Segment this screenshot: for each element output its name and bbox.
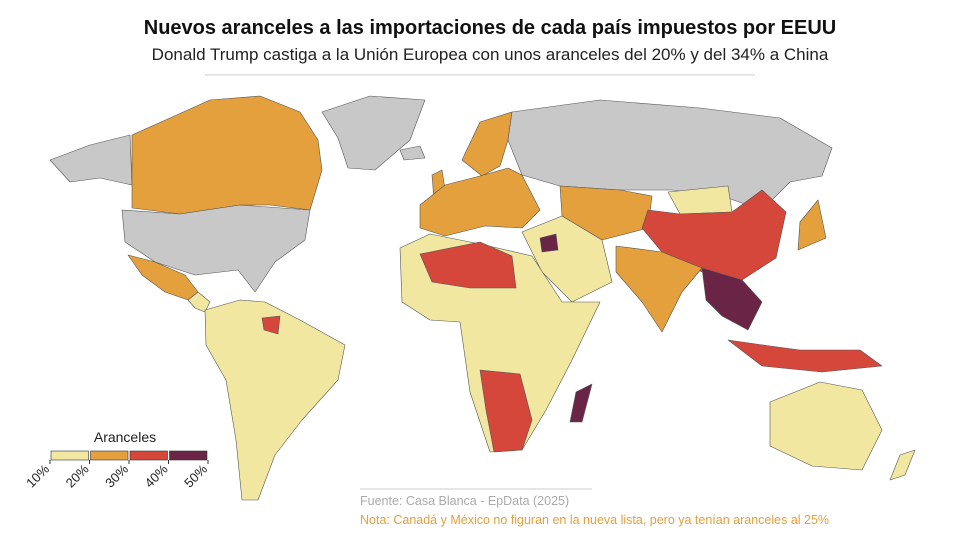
- legend: Aranceles 10% 20% 30% 40% 50%: [23, 429, 210, 491]
- syria: [539, 233, 559, 253]
- usa: [121, 204, 311, 293]
- madagascar: [569, 383, 593, 423]
- subtitle: Donald Trump castiga a la Unión Europea …: [152, 45, 829, 64]
- australia: [769, 381, 883, 471]
- guyana: [261, 315, 281, 335]
- world-map: [49, 95, 916, 501]
- china: [641, 189, 787, 281]
- legend-tick-label: 40%: [142, 461, 171, 490]
- legend-swatch: [169, 450, 208, 461]
- indonesia: [727, 339, 883, 373]
- legend-swatch: [129, 450, 168, 461]
- canada: [131, 95, 323, 215]
- india: [615, 245, 703, 333]
- legend-tick-label: 30%: [102, 461, 131, 490]
- southeast-asia: [701, 267, 763, 331]
- europe: [419, 167, 541, 237]
- north-africa: [419, 241, 517, 289]
- alaska: [49, 134, 133, 186]
- legend-title: Aranceles: [94, 429, 156, 445]
- southern-africa: [479, 369, 533, 453]
- greenland: [321, 95, 426, 171]
- new-zealand: [889, 449, 916, 481]
- japan: [797, 199, 827, 251]
- source: Fuente: Casa Blanca - EpData (2025): [360, 494, 569, 508]
- legend-swatch: [90, 450, 129, 461]
- africa: [399, 233, 601, 453]
- legend-swatch: [50, 450, 89, 461]
- south-america: [204, 299, 346, 501]
- legend-tick-label: 50%: [181, 461, 210, 490]
- note: Nota: Canadá y México no figuran en la n…: [360, 513, 829, 527]
- iceland: [399, 145, 426, 161]
- scandinavia: [461, 111, 513, 177]
- legend-tick-label: 10%: [23, 461, 52, 490]
- legend-tick-label: 20%: [63, 461, 92, 490]
- central-america: [187, 291, 211, 313]
- title: Nuevos aranceles a las importaciones de …: [144, 17, 836, 39]
